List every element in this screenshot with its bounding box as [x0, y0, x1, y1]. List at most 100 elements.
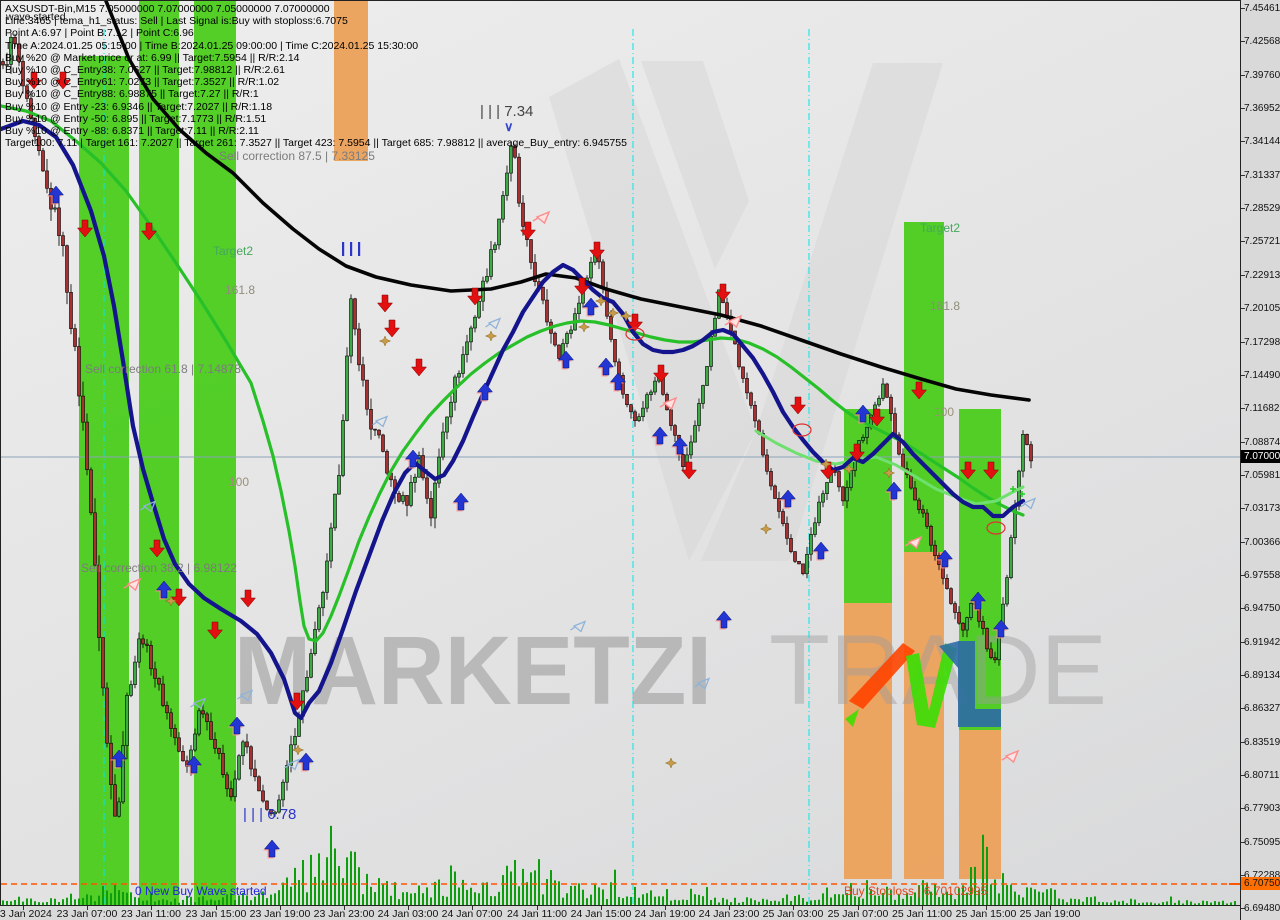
volume-bar	[594, 884, 596, 905]
volume-bar	[258, 892, 260, 905]
volume-bar	[834, 894, 836, 905]
volume-bar	[994, 879, 996, 905]
volume-bar	[466, 889, 468, 905]
volume-bar	[138, 897, 140, 905]
candle-body	[565, 333, 569, 344]
volume-bar	[370, 886, 372, 905]
candle-body	[461, 354, 465, 374]
volume-bar	[614, 869, 616, 905]
candle-body	[33, 118, 37, 137]
pointer-hand-icon	[659, 396, 678, 411]
candle-body	[821, 493, 825, 503]
price-axis-label: 7.00366	[1244, 537, 1280, 548]
volume-bar	[1158, 903, 1160, 905]
candle-body	[57, 207, 61, 236]
black-ma-line	[104, 1, 1031, 402]
chart-canvas[interactable]: MARKETZI TRADE	[1, 1, 1240, 905]
candle-body	[981, 620, 985, 629]
volume-bar	[698, 894, 700, 905]
volume-bar	[1130, 898, 1132, 905]
buy-arrow-icon	[609, 372, 627, 391]
time-axis-label: 24 Jan 03:00	[377, 908, 439, 920]
candle-body	[901, 453, 905, 470]
candle-body	[221, 752, 225, 775]
buy-zone-rect	[194, 1, 236, 905]
candle-body	[53, 207, 57, 210]
volume-bar	[114, 885, 116, 905]
candle-body	[265, 800, 269, 810]
candle-body	[217, 748, 221, 754]
volume-bar	[30, 898, 32, 905]
volume-bar	[210, 899, 212, 905]
volume-bar	[282, 882, 284, 905]
candle-body	[769, 471, 773, 487]
volume-bar	[278, 890, 280, 905]
time-axis-label: 23 Jan 23:00	[313, 908, 375, 920]
candle-body	[877, 398, 881, 406]
candle-body	[69, 292, 73, 329]
pointer-hand-icon	[724, 314, 743, 329]
volume-bar	[650, 890, 652, 905]
cursor-arrow-icon	[570, 620, 587, 633]
green-cross-tick	[1010, 486, 1016, 492]
volume-bar	[862, 898, 864, 905]
candle-body	[357, 328, 361, 366]
volume-bar	[1094, 896, 1096, 905]
volume-bar	[1014, 891, 1016, 905]
candle-body	[865, 426, 869, 438]
candle-body	[785, 523, 789, 539]
volume-bar	[174, 898, 176, 905]
candle-body	[81, 395, 85, 423]
candle-body	[845, 487, 849, 502]
volume-bar	[14, 899, 16, 905]
volume-bar	[842, 894, 844, 905]
volume-bar	[1018, 894, 1020, 905]
volume-bar	[1110, 902, 1112, 905]
volume-bar	[910, 896, 912, 905]
logo-red-stroke	[849, 643, 915, 709]
fibo-star-icon	[842, 463, 856, 475]
volume-bar	[206, 900, 208, 905]
volume-bar	[170, 901, 172, 905]
candle-body	[401, 495, 405, 502]
volume-bar	[178, 902, 180, 905]
volume-bar	[870, 889, 872, 905]
volume-bar	[86, 894, 88, 905]
sell-arrow-icon	[848, 443, 866, 462]
fibo-star-icon	[619, 310, 633, 322]
volume-bar	[502, 875, 504, 905]
price-axis[interactable]: 7.07000 6.70750 7.45461 7.42568 7.39760 7.3…	[1229, 0, 1280, 920]
volume-bar	[242, 892, 244, 905]
price-axis-tick	[1241, 408, 1245, 409]
candle-body	[641, 407, 645, 418]
candle-body	[605, 288, 609, 317]
buy-arrow-icon	[671, 436, 689, 455]
volume-bar	[678, 900, 680, 905]
volume-bar	[722, 897, 724, 905]
volume-bar	[162, 899, 164, 905]
logo-blue-l	[958, 641, 1001, 727]
volume-bar	[342, 878, 344, 905]
volume-bar	[298, 880, 300, 905]
volume-bar	[1218, 901, 1220, 905]
volume-bar	[470, 887, 472, 905]
volume-bar	[898, 893, 900, 905]
time-axis-tick	[23, 906, 24, 910]
buy-arrow-icon	[557, 350, 575, 369]
candle-body	[377, 429, 381, 436]
price-chart[interactable]: MARKETZI TRADE wave started AXSUSDT-Bin,…	[0, 0, 1240, 905]
volume-bar	[222, 897, 224, 905]
volume-bar	[602, 889, 604, 905]
volume-bar	[154, 901, 156, 905]
candle-body	[965, 617, 969, 631]
price-axis-label: 7.25721	[1244, 236, 1280, 247]
time-axis-label: 23 Jan 2024	[0, 908, 52, 920]
sell-arrow-icon	[714, 283, 732, 302]
candle-body	[341, 420, 345, 476]
volume-bar	[198, 897, 200, 905]
candle-body	[113, 784, 117, 817]
volume-bar	[838, 894, 840, 905]
volume-bar	[622, 898, 624, 905]
candle-body	[493, 244, 497, 250]
